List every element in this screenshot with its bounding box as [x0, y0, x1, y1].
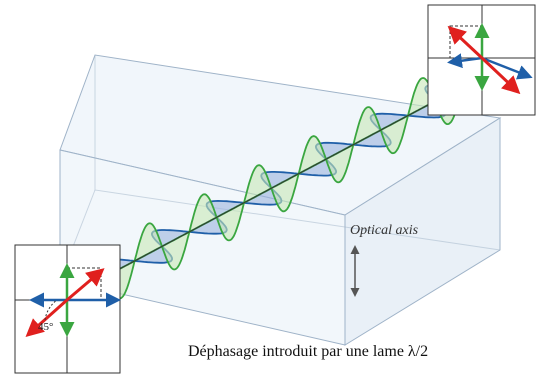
- caption: Déphasage introduit par une lame λ/2: [188, 343, 428, 360]
- output-polarization-panel: [428, 5, 535, 115]
- optical-axis-label: Optical axis: [350, 223, 419, 238]
- angle-label: 45°: [38, 321, 53, 333]
- diagram: Optical axis 45° Déphasage introduit par…: [0, 0, 545, 380]
- input-polarization-panel: 45°: [15, 245, 120, 373]
